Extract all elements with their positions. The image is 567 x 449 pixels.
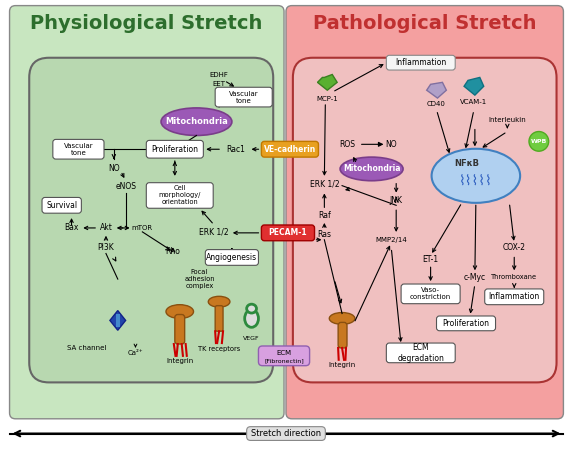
Text: Rac1: Rac1	[226, 145, 246, 154]
FancyBboxPatch shape	[261, 141, 319, 157]
Text: Vascular
tone: Vascular tone	[64, 143, 93, 156]
Ellipse shape	[529, 132, 549, 151]
Text: Integrin: Integrin	[166, 358, 193, 364]
Text: NO: NO	[108, 164, 120, 173]
Text: SA channel: SA channel	[66, 345, 106, 351]
Text: Physiological Stretch: Physiological Stretch	[30, 14, 263, 33]
Text: Proliferation: Proliferation	[151, 145, 198, 154]
Text: Pathological Stretch: Pathological Stretch	[313, 14, 536, 33]
FancyBboxPatch shape	[42, 198, 82, 213]
Text: TK receptors: TK receptors	[198, 346, 240, 352]
FancyBboxPatch shape	[215, 306, 223, 331]
Text: ECM: ECM	[277, 350, 291, 356]
Text: Interleukin: Interleukin	[489, 117, 526, 123]
Text: Integrin: Integrin	[328, 362, 356, 368]
Polygon shape	[427, 82, 446, 98]
Text: PI3K: PI3K	[98, 243, 115, 252]
FancyBboxPatch shape	[437, 316, 496, 331]
FancyBboxPatch shape	[146, 183, 213, 208]
Text: NO: NO	[386, 140, 397, 149]
FancyBboxPatch shape	[247, 427, 325, 440]
Text: JNK: JNK	[390, 196, 403, 205]
Ellipse shape	[247, 304, 256, 313]
Text: Survival: Survival	[46, 201, 77, 210]
Text: ET-1: ET-1	[422, 255, 439, 264]
Text: Mitochondria: Mitochondria	[165, 117, 228, 126]
Polygon shape	[464, 77, 484, 95]
FancyBboxPatch shape	[386, 343, 455, 363]
FancyBboxPatch shape	[261, 225, 315, 241]
Ellipse shape	[340, 157, 403, 180]
Text: Ca²⁺: Ca²⁺	[128, 350, 143, 356]
FancyBboxPatch shape	[53, 139, 104, 159]
Text: EDHF: EDHF	[210, 72, 229, 79]
Text: Cell
morphology/
orientation: Cell morphology/ orientation	[159, 185, 201, 206]
Text: MCP-1: MCP-1	[316, 96, 338, 102]
Text: Inflammation: Inflammation	[395, 58, 446, 67]
FancyBboxPatch shape	[205, 250, 259, 265]
Text: [Fibronectin]: [Fibronectin]	[264, 358, 304, 363]
FancyBboxPatch shape	[338, 322, 347, 348]
Text: ERK 1/2: ERK 1/2	[310, 179, 339, 188]
FancyBboxPatch shape	[485, 289, 544, 305]
Ellipse shape	[208, 296, 230, 307]
Text: VCAM-1: VCAM-1	[460, 99, 488, 105]
Text: Stretch direction: Stretch direction	[251, 429, 321, 438]
Text: MMP2/14: MMP2/14	[375, 237, 407, 243]
Text: VE-cadherin: VE-cadherin	[264, 145, 316, 154]
FancyBboxPatch shape	[259, 346, 310, 365]
Text: ECM
degradation: ECM degradation	[397, 343, 444, 363]
Text: Focal
adhesion
complex: Focal adhesion complex	[184, 269, 215, 289]
Text: Mitochondria: Mitochondria	[343, 164, 400, 173]
Text: Bax: Bax	[64, 224, 79, 233]
Polygon shape	[116, 313, 120, 327]
Ellipse shape	[431, 149, 520, 203]
FancyBboxPatch shape	[146, 141, 204, 158]
FancyBboxPatch shape	[10, 5, 284, 419]
Text: c-Myc: c-Myc	[464, 273, 486, 282]
Text: ⌇⌇⌇⌇⌇: ⌇⌇⌇⌇⌇	[459, 174, 493, 188]
Text: Proliferation: Proliferation	[442, 319, 489, 328]
Text: Akt: Akt	[100, 224, 112, 233]
Text: COX-2: COX-2	[503, 243, 526, 252]
Text: NFκB: NFκB	[455, 158, 480, 167]
Text: mTOR: mTOR	[132, 225, 153, 231]
FancyBboxPatch shape	[29, 58, 273, 383]
FancyBboxPatch shape	[293, 58, 557, 383]
Text: Vascular
tone: Vascular tone	[229, 91, 259, 104]
Text: ROS: ROS	[339, 140, 355, 149]
Polygon shape	[318, 75, 337, 90]
Ellipse shape	[329, 313, 355, 324]
FancyBboxPatch shape	[175, 314, 185, 344]
Text: VEGF: VEGF	[243, 335, 260, 341]
Text: PECAM-1: PECAM-1	[269, 229, 307, 238]
Text: Thromboxane: Thromboxane	[491, 274, 538, 280]
Text: Rho: Rho	[166, 247, 180, 256]
Text: Angiogenesis: Angiogenesis	[206, 253, 257, 262]
Ellipse shape	[166, 305, 193, 318]
FancyBboxPatch shape	[286, 5, 564, 419]
Text: CD40: CD40	[427, 101, 446, 107]
Text: ERK 1/2: ERK 1/2	[200, 227, 229, 236]
Ellipse shape	[161, 108, 232, 136]
Text: Ras: Ras	[318, 230, 331, 239]
Ellipse shape	[245, 310, 259, 327]
Text: Vaso-
constriction: Vaso- constriction	[410, 287, 451, 300]
Text: Raf: Raf	[318, 211, 331, 220]
Text: eNOS: eNOS	[115, 182, 136, 191]
Text: Inflammation: Inflammation	[489, 292, 540, 301]
FancyBboxPatch shape	[401, 284, 460, 304]
FancyBboxPatch shape	[386, 55, 455, 70]
Text: EET: EET	[213, 81, 226, 87]
FancyBboxPatch shape	[215, 87, 272, 107]
Polygon shape	[110, 311, 126, 330]
Text: WPB: WPB	[531, 139, 547, 144]
